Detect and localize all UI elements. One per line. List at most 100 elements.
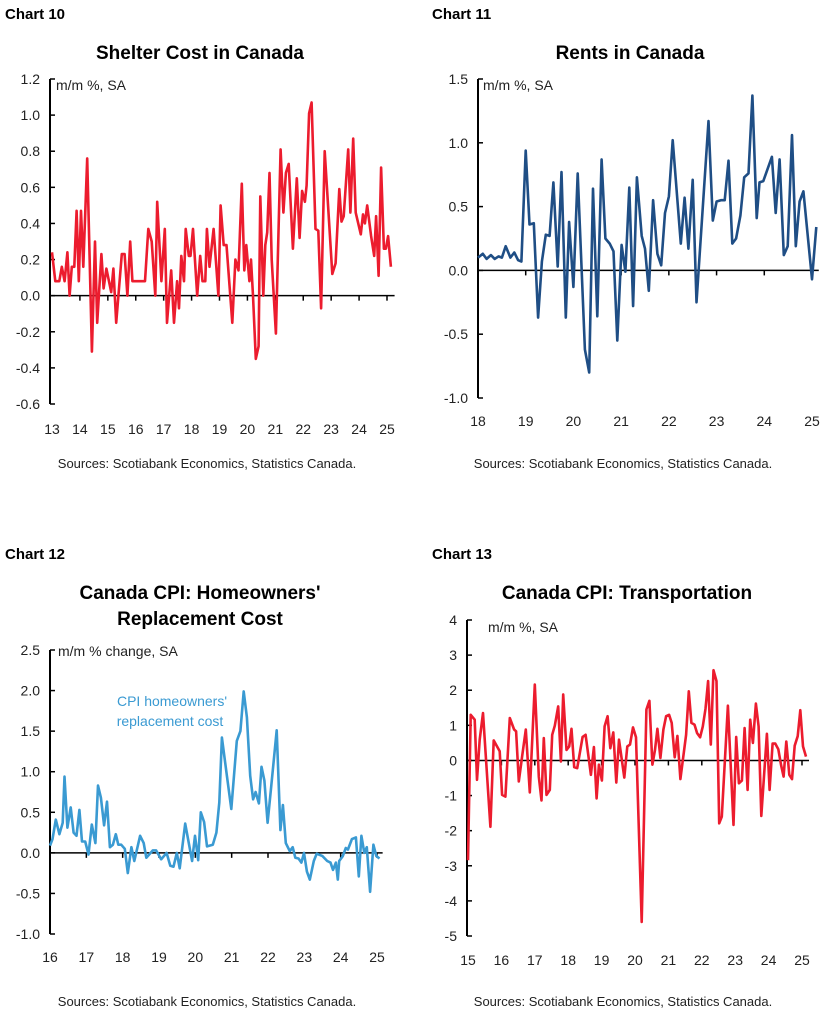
x-tick-label: 15 (100, 421, 116, 437)
chart-12-title-line2: Replacement Cost (117, 609, 283, 630)
x-tick-label: 20 (188, 949, 204, 965)
x-tick-label: 16 (42, 949, 58, 965)
y-tick-label: 0.5 (21, 804, 41, 820)
chart-13-title: Canada CPI: Transportation (501, 583, 753, 604)
y-tick-label: -1.0 (16, 926, 40, 942)
chart-11-plot: -1.0 -0.5 0.0 0.5 1.0 1.5 18 19 20 21 22 23 24 25 m/m … (444, 71, 820, 429)
series-line (48, 690, 381, 894)
x-tick-label: 15 (460, 952, 476, 968)
unit-label: m/m % change, SA (58, 643, 178, 659)
y-tick-label: 3 (449, 647, 457, 663)
x-tick-label: 18 (184, 421, 200, 437)
x-tick-label: 24 (333, 949, 349, 965)
x-tick-label: 25 (804, 413, 820, 429)
x-tick-label: 24 (756, 413, 772, 429)
chart-12-label: Chart 12 (5, 546, 66, 563)
y-tick-label: 0.5 (449, 199, 469, 215)
x-tick-label: 13 (44, 421, 60, 437)
x-tick-label: 19 (212, 421, 228, 437)
x-tick-label: 25 (369, 949, 385, 965)
chart-11-source: Sources: Scotiabank Economics, Statistic… (473, 456, 773, 471)
x-tick-label: 23 (727, 952, 743, 968)
y-tick-label: 2.5 (21, 642, 41, 658)
y-tick-label: 2.0 (21, 683, 41, 699)
y-tick-label: -0.2 (16, 324, 40, 340)
y-tick-label: 1.5 (21, 723, 41, 739)
x-tick-label: 25 (794, 952, 810, 968)
chart-11-title: Rents in Canada (555, 43, 705, 64)
x-tick-label: 17 (156, 421, 172, 437)
x-tick-label: 18 (115, 949, 131, 965)
x-tick-label: 19 (151, 949, 167, 965)
chart-10-label: Chart 10 (5, 6, 66, 23)
y-tick-label: 0.0 (21, 288, 41, 304)
y-tick-label: 1.2 (21, 71, 41, 87)
x-tick-label: 21 (613, 413, 629, 429)
y-tick-label: -2 (445, 823, 458, 839)
y-tick-label: -4 (445, 893, 458, 909)
y-tick-label: 1.5 (449, 71, 469, 87)
chart-12-source: Sources: Scotiabank Economics, Statistic… (57, 994, 357, 1009)
unit-label: m/m %, SA (488, 619, 559, 635)
unit-label: m/m %, SA (483, 77, 554, 93)
y-tick-label: 1.0 (449, 135, 469, 151)
y-tick-label: 0 (449, 752, 457, 768)
x-tick-label: 22 (260, 949, 276, 965)
y-tick-label: 0.8 (21, 143, 41, 159)
x-tick-label: 16 (128, 421, 144, 437)
chart-10-plot: -0.6 -0.4 -0.2 0.0 0.2 0.4 0.6 0.8 1.0 1.2 13 14 15 1… (16, 71, 395, 437)
x-tick-label: 17 (79, 949, 95, 965)
x-tick-label: 16 (494, 952, 510, 968)
y-tick-label: 1.0 (21, 107, 41, 123)
y-tick-label: -0.5 (16, 885, 40, 901)
x-tick-label: 22 (295, 421, 311, 437)
chart-11-label: Chart 11 (432, 6, 492, 23)
y-tick-label: -0.5 (444, 326, 468, 342)
y-tick-label: 0.0 (449, 262, 469, 278)
y-tick-label: 1.0 (21, 764, 41, 780)
x-tick-label: 17 (527, 952, 543, 968)
x-tick-label: 21 (268, 421, 284, 437)
y-tick-label: -1.0 (444, 390, 468, 406)
chart-10-title: Shelter Cost in Canada (96, 43, 304, 64)
x-tick-label: 14 (72, 421, 88, 437)
series-line (50, 101, 393, 361)
x-tick-label: 22 (661, 413, 677, 429)
series-line (466, 668, 808, 924)
unit-label: m/m %, SA (56, 77, 127, 93)
series-annotation-line2: replacement cost (117, 713, 224, 729)
x-tick-label: 24 (351, 421, 367, 437)
x-tick-label: 22 (694, 952, 710, 968)
chart-13-source: Sources: Scotiabank Economics, Statistic… (473, 994, 773, 1009)
x-tick-label: 20 (566, 413, 582, 429)
chart-10-source: Sources: Scotiabank Economics, Statistic… (57, 456, 357, 471)
y-tick-label: 4 (449, 612, 457, 628)
y-tick-label: 0.4 (21, 215, 41, 231)
x-tick-label: 25 (379, 421, 395, 437)
series-line (477, 94, 818, 374)
chart-12-title: Canada CPI: Homeowners' Replacement Cost (40, 581, 360, 633)
y-tick-label: 0.2 (21, 252, 41, 268)
y-tick-label: -3 (445, 858, 458, 874)
y-tick-label: -0.4 (16, 360, 40, 376)
x-tick-label: 21 (224, 949, 240, 965)
y-tick-label: -5 (445, 928, 458, 944)
y-tick-label: 1 (449, 717, 457, 733)
x-tick-label: 18 (560, 952, 576, 968)
x-tick-label: 24 (761, 952, 777, 968)
y-tick-label: 2 (449, 682, 457, 698)
x-tick-label: 18 (470, 413, 486, 429)
series-annotation-line1: CPI homeowners' (117, 693, 227, 709)
chart-12-title-line1: Canada CPI: Homeowners' (79, 583, 321, 604)
x-tick-label: 20 (627, 952, 643, 968)
chart-12-plot: -1.0 -0.5 0.0 0.5 1.0 1.5 2.0 2.5 16 17 18 19 20 21 22… (16, 642, 385, 965)
x-tick-label: 19 (594, 952, 610, 968)
y-tick-label: -0.6 (16, 396, 40, 412)
x-tick-label: 23 (709, 413, 725, 429)
y-tick-label: -1 (445, 788, 458, 804)
x-tick-label: 23 (323, 421, 339, 437)
x-tick-label: 20 (240, 421, 256, 437)
chart-13-label: Chart 13 (432, 546, 493, 563)
